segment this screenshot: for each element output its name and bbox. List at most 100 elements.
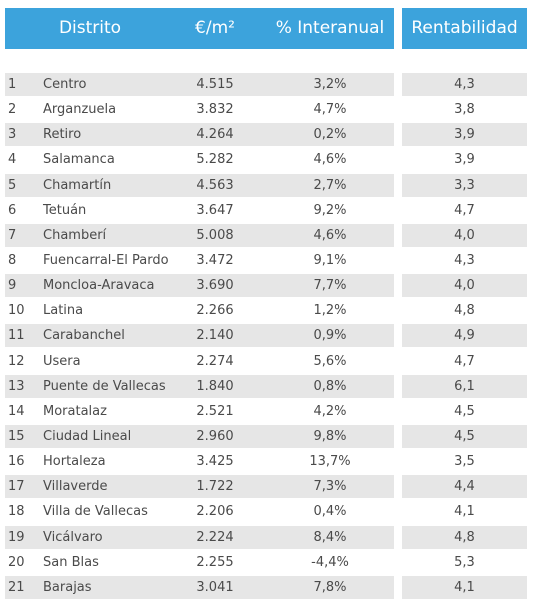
row-number: 11 <box>8 328 25 344</box>
annual-change: 0,4% <box>313 504 347 520</box>
row-band <box>5 274 394 298</box>
price: 2.255 <box>196 554 234 570</box>
row-number: 7 <box>8 227 17 243</box>
annual-change: 9,1% <box>313 252 347 268</box>
annual-change: 1,2% <box>313 303 347 319</box>
district: Latina <box>43 303 84 319</box>
row-band <box>402 550 527 574</box>
yield: 4,0 <box>454 227 475 243</box>
price: 3.832 <box>196 102 234 118</box>
row-number: 9 <box>8 278 17 294</box>
annual-change: -4,4% <box>311 554 349 570</box>
yield: 4,9 <box>454 328 475 344</box>
price: 4.563 <box>196 177 234 193</box>
price: 2.960 <box>196 428 234 444</box>
row-band <box>5 550 394 574</box>
yield: 4,5 <box>454 428 475 444</box>
row-band <box>402 575 527 599</box>
header-cell: Distrito <box>58 18 122 38</box>
district: Vicálvaro <box>43 529 103 545</box>
row-band <box>5 575 394 599</box>
price: 2.140 <box>196 328 234 344</box>
district: Arganzuela <box>43 102 117 118</box>
annual-change: 4,6% <box>313 152 347 168</box>
yield: 4,7 <box>454 202 475 218</box>
yield: 4,3 <box>454 77 475 92</box>
row-band <box>5 399 394 423</box>
row-band <box>5 248 394 272</box>
district: Moncloa-Aravaca <box>43 278 155 294</box>
district: Centro <box>43 77 87 92</box>
yield: 3,8 <box>454 102 475 118</box>
price: 2.521 <box>196 403 234 419</box>
yield: 4,4 <box>454 479 475 495</box>
yield: 3,9 <box>454 152 475 168</box>
row-number: 17 <box>8 479 25 495</box>
price: 2.266 <box>196 303 234 319</box>
district: Barajas <box>43 579 92 595</box>
row-band <box>5 173 394 197</box>
row-band <box>5 198 394 222</box>
yield: 4,7 <box>454 353 475 369</box>
district: San Blas <box>43 554 99 570</box>
annual-change: 8,4% <box>313 529 347 545</box>
row-band <box>402 123 527 147</box>
row-number: 5 <box>8 177 17 193</box>
row-number: 18 <box>8 504 25 520</box>
row-number: 3 <box>8 127 17 143</box>
price: 2.224 <box>196 529 234 545</box>
district: Puente de Vallecas <box>43 378 166 394</box>
row-band <box>402 349 527 373</box>
annual-change: 4,2% <box>313 403 347 419</box>
price: 3.647 <box>196 202 234 218</box>
row-band <box>5 475 394 499</box>
row-band <box>5 324 394 348</box>
district: Retiro <box>43 127 82 143</box>
district: Tetuán <box>43 202 87 218</box>
row-band <box>5 450 394 474</box>
district: Chamberí <box>43 227 107 243</box>
price: 4.264 <box>196 127 234 143</box>
row-number: 4 <box>8 152 17 168</box>
yield: 3,3 <box>454 177 475 193</box>
header-bar <box>402 8 527 49</box>
header-cell: Rentabilidad <box>411 18 518 38</box>
district: Villaverde <box>43 479 108 495</box>
annual-change: 7,7% <box>313 278 347 294</box>
row-number: 6 <box>8 202 17 218</box>
row-band <box>5 98 394 122</box>
yield: 4,8 <box>454 529 475 545</box>
row-number: 14 <box>8 403 25 419</box>
district: Chamartín <box>43 177 112 193</box>
price: 5.008 <box>196 227 234 243</box>
row-band <box>402 299 527 323</box>
row-band <box>5 525 394 549</box>
row-number: 19 <box>8 529 25 545</box>
price: 5.282 <box>196 152 234 168</box>
yield: 4,1 <box>454 504 475 520</box>
price: 1.722 <box>196 479 234 495</box>
district: Hortaleza <box>43 454 106 470</box>
annual-change: 9,8% <box>313 428 347 444</box>
yield: 3,5 <box>454 454 475 470</box>
row-band <box>402 198 527 222</box>
header-bar <box>5 8 394 49</box>
row-band <box>402 98 527 122</box>
row-number: 12 <box>8 353 25 369</box>
price: 3.472 <box>196 252 234 268</box>
price: 2.274 <box>196 353 234 369</box>
price: 2.206 <box>196 504 234 520</box>
row-number: 1 <box>8 77 17 92</box>
row-band <box>402 173 527 197</box>
row-band <box>5 424 394 448</box>
row-number: 8 <box>8 252 17 268</box>
district: Carabanchel <box>43 328 125 344</box>
annual-change: 4,7% <box>313 102 347 118</box>
district: Moratalaz <box>43 403 107 419</box>
row-band <box>5 123 394 147</box>
row-band <box>402 500 527 524</box>
district: Fuencarral-El Pardo <box>43 252 169 268</box>
row-band <box>402 525 527 549</box>
row-band <box>402 274 527 298</box>
